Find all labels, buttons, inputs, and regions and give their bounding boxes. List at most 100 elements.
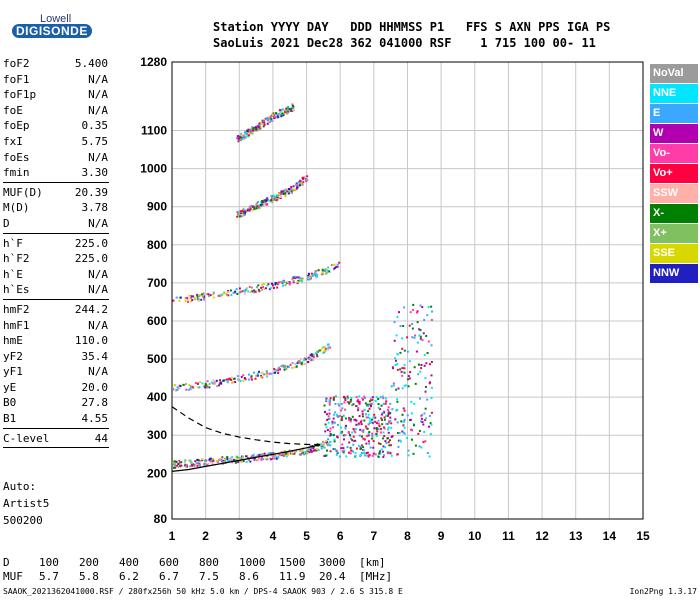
echo-point	[393, 357, 396, 360]
echo-point	[359, 454, 362, 457]
echo-point	[272, 112, 275, 115]
echo-point	[346, 401, 349, 404]
echo-point	[279, 195, 282, 198]
echo-point	[231, 461, 234, 464]
echo-point	[352, 428, 355, 431]
echo-point	[176, 464, 179, 467]
echo-point	[262, 119, 265, 122]
echo-point	[354, 452, 357, 455]
echo-point	[424, 440, 427, 443]
echo-point	[248, 285, 251, 288]
echo-point	[417, 363, 420, 366]
y-tick-label: 300	[147, 428, 167, 442]
auto-label: Auto:	[3, 480, 37, 493]
echo-point	[351, 404, 354, 407]
echo-point	[281, 364, 284, 367]
echo-point	[382, 445, 385, 448]
echo-point	[212, 459, 215, 462]
echo-point	[362, 446, 365, 449]
param-label: M(D)	[3, 201, 30, 215]
echo-point	[350, 398, 353, 401]
echo-point	[294, 189, 297, 192]
echo-point	[426, 314, 429, 317]
echo-point	[262, 204, 265, 207]
echo-point	[262, 283, 265, 286]
echo-point	[333, 440, 336, 443]
echo-point	[260, 458, 263, 461]
echo-point	[427, 340, 430, 343]
echo-point	[286, 108, 289, 111]
echo-point	[286, 281, 289, 284]
echo-point	[257, 206, 260, 209]
echo-point	[390, 454, 393, 457]
echo-point	[320, 443, 323, 446]
echo-point	[382, 397, 385, 400]
echo-point	[342, 434, 345, 437]
echo-point	[219, 295, 222, 298]
echo-point	[334, 402, 337, 405]
echo-point	[282, 114, 285, 117]
echo-point	[325, 454, 328, 457]
echo-point	[328, 399, 331, 402]
param-label: h`E	[3, 267, 23, 281]
echo-point	[416, 310, 419, 313]
echo-point	[182, 383, 185, 386]
echo-point	[237, 139, 240, 142]
echo-point	[290, 190, 293, 193]
echo-point	[238, 212, 241, 215]
echo-point	[324, 423, 327, 426]
param-label: B1	[3, 412, 17, 426]
echo-point	[387, 426, 390, 429]
echo-point	[259, 204, 262, 207]
echo-point	[354, 428, 357, 431]
param-row: foE N/A	[0, 103, 112, 119]
echo-point	[396, 400, 399, 403]
echo-point	[423, 412, 426, 415]
echo-point	[309, 357, 312, 360]
echo-point	[431, 310, 434, 313]
echo-point	[254, 203, 257, 206]
echo-point	[356, 423, 359, 426]
echo-point	[348, 441, 351, 444]
echo-point	[375, 428, 378, 431]
echo-point	[367, 413, 370, 416]
muf-unit: [MHz]	[359, 570, 393, 583]
echo-point	[330, 264, 333, 267]
echo-point	[397, 431, 400, 434]
echo-point	[253, 208, 256, 211]
echo-point	[329, 433, 332, 436]
echo-point	[284, 195, 287, 198]
param-row: h`F2 225.0	[0, 251, 112, 267]
echo-point	[236, 375, 239, 378]
param-label: hmF1	[3, 318, 30, 332]
echo-point	[271, 282, 274, 285]
echo-point	[324, 441, 327, 444]
echo-point	[327, 421, 330, 424]
echo-point	[377, 397, 380, 400]
echo-point	[190, 300, 193, 303]
echo-point	[291, 277, 294, 280]
echo-point	[242, 374, 245, 377]
echo-point	[259, 376, 262, 379]
footer-version: Ion2Png 1.3.17	[629, 587, 697, 596]
echo-point	[364, 413, 367, 416]
echo-point	[253, 459, 256, 462]
echo-point	[377, 427, 380, 430]
echo-point	[309, 276, 312, 279]
legend-item-vo-: Vo+	[650, 164, 698, 183]
echo-point	[374, 399, 377, 402]
d-cell: 3000	[319, 556, 346, 569]
echo-point	[382, 426, 385, 429]
legend-item-nnw: NNW	[650, 264, 698, 283]
echo-point	[295, 365, 298, 368]
d-label: D	[3, 556, 10, 569]
echo-point	[186, 299, 189, 302]
echo-point	[207, 386, 210, 389]
param-value: N/A	[88, 365, 108, 379]
echo-point	[376, 430, 379, 433]
plot-border	[171, 61, 644, 520]
echo-point	[269, 287, 272, 290]
echo-point	[394, 363, 397, 366]
echo-point	[220, 458, 223, 461]
echo-point	[235, 288, 238, 291]
